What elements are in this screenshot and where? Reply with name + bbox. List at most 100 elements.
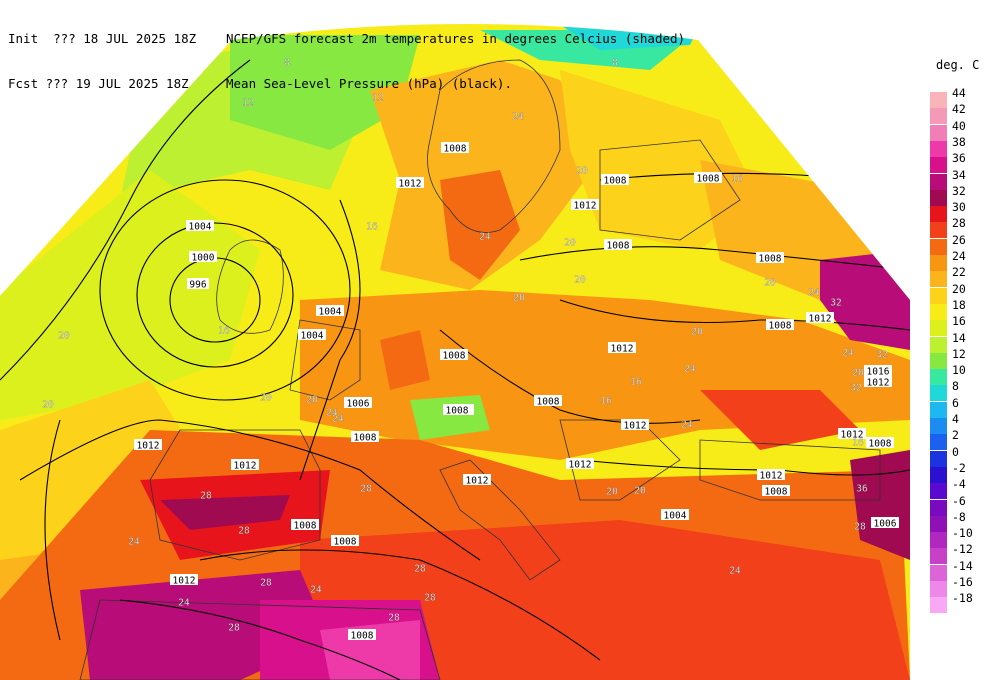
legend-swatch xyxy=(930,108,947,125)
legend-swatch xyxy=(930,287,947,304)
isobar-label: 1008 xyxy=(331,535,359,548)
legend-item: 6 xyxy=(930,396,1000,418)
init-time: Init ??? 18 JUL 2025 18Z xyxy=(8,31,197,46)
isobar-label: 1000 xyxy=(189,251,217,264)
legend-item: 28 xyxy=(930,216,1000,239)
isobar-label: 1012 xyxy=(170,574,198,587)
svg-text:20: 20 xyxy=(42,400,54,411)
svg-text:1006: 1006 xyxy=(347,399,370,410)
legend-swatch xyxy=(930,92,947,108)
temperature-label: 24 xyxy=(808,287,820,299)
svg-text:1004: 1004 xyxy=(301,331,324,342)
isobar-label: 1008 xyxy=(766,319,794,332)
legend-swatch xyxy=(930,418,947,434)
legend-label: 20 xyxy=(952,281,966,296)
temperature-label: 28 xyxy=(360,483,372,494)
isobar-label: 1008 xyxy=(534,395,562,408)
svg-text:24: 24 xyxy=(479,232,491,243)
legend-swatch xyxy=(930,238,947,255)
legend-label: -4 xyxy=(952,477,966,492)
svg-text:20: 20 xyxy=(576,166,588,177)
isobar-label: 1004 xyxy=(661,509,689,522)
isobar-label: 1012 xyxy=(571,199,599,212)
svg-text:1012: 1012 xyxy=(234,461,257,472)
svg-text:20: 20 xyxy=(306,395,318,406)
svg-text:20: 20 xyxy=(58,331,70,342)
legend-item: -8 xyxy=(930,510,1000,532)
temperature-label: 24 xyxy=(326,407,338,418)
temperature-label: 24 xyxy=(681,419,693,430)
isobar-label: 1004 xyxy=(186,220,214,233)
temperature-label: 32 xyxy=(830,297,842,309)
legend-swatch xyxy=(930,352,947,369)
temperature-label: 20 xyxy=(606,486,618,497)
legend-label: 32 xyxy=(952,183,966,198)
isobar-label: 1012 xyxy=(463,474,491,487)
svg-text:32: 32 xyxy=(830,298,841,309)
svg-text:1012: 1012 xyxy=(867,378,890,389)
svg-text:1008: 1008 xyxy=(697,174,720,185)
temperature-label: 28 xyxy=(228,622,240,634)
svg-text:28: 28 xyxy=(200,491,212,502)
legend-label: 18 xyxy=(952,297,966,312)
temperature-label: 24 xyxy=(842,347,854,358)
legend-item: 24 xyxy=(930,249,1000,271)
forecast-time: Fcst ??? 19 JUL 2025 18Z xyxy=(8,76,189,91)
svg-text:20: 20 xyxy=(260,393,272,404)
temperature-label: 16 xyxy=(852,437,864,448)
legend-swatch xyxy=(930,401,947,418)
svg-text:24: 24 xyxy=(729,566,741,577)
legend-item: -16 xyxy=(930,575,1000,597)
isobar-label: 1008 xyxy=(440,349,468,362)
legend-label: 30 xyxy=(952,200,966,215)
legend-item: 26 xyxy=(930,233,1000,255)
temperature-label: 24 xyxy=(729,565,741,577)
legend-label: 38 xyxy=(952,134,966,149)
legend-swatch xyxy=(930,222,947,239)
svg-text:24: 24 xyxy=(310,585,322,596)
legend-item: 22 xyxy=(930,265,1000,288)
legend-swatch xyxy=(930,564,947,581)
temperature-label: 20 xyxy=(576,165,588,177)
svg-text:28: 28 xyxy=(228,623,240,634)
isobar-label: 1012 xyxy=(757,469,785,482)
legend-item: 10 xyxy=(930,363,1000,386)
isobar-label: 1004 xyxy=(316,305,344,318)
temperature-label: 12 xyxy=(372,92,384,103)
legend-item: 4 xyxy=(930,412,1000,434)
legend-item: 12 xyxy=(930,347,1000,369)
temperature-label: 32 xyxy=(850,382,862,393)
temperature-label: 20 xyxy=(764,277,776,288)
legend-item: 34 xyxy=(930,168,1000,190)
temperature-label: 16 xyxy=(630,376,642,387)
legend-item: -4 xyxy=(930,477,1000,500)
legend-label: 2 xyxy=(952,428,959,443)
isobar-label: 1006 xyxy=(344,397,372,410)
legend-swatch xyxy=(930,450,947,467)
svg-text:1008: 1008 xyxy=(765,487,788,498)
temperature-label: 36 xyxy=(856,483,868,494)
temperature-label: 16 xyxy=(218,325,230,336)
isobar-label: 1008 xyxy=(694,172,722,185)
legend-label: 26 xyxy=(952,232,966,247)
svg-text:24: 24 xyxy=(808,288,820,299)
legend-label: 16 xyxy=(952,314,966,329)
legend-swatch xyxy=(930,597,947,614)
temperature-label: 28 xyxy=(388,612,400,623)
legend-swatch xyxy=(930,320,947,337)
svg-text:1008: 1008 xyxy=(759,254,782,265)
svg-text:1012: 1012 xyxy=(624,421,647,432)
temperature-label: 20 xyxy=(260,392,272,404)
svg-text:28: 28 xyxy=(238,526,250,537)
legend-item: 36 xyxy=(930,151,1000,174)
svg-text:28: 28 xyxy=(414,564,426,575)
temperature-label: 24 xyxy=(684,363,696,374)
svg-text:16: 16 xyxy=(366,222,378,233)
svg-text:32: 32 xyxy=(876,350,887,361)
isobar-label: 1012 xyxy=(396,177,424,190)
map-subtitle: Mean Sea-Level Pressure (hPa) (black). xyxy=(226,76,512,91)
isobar-label: 1008 xyxy=(348,629,376,642)
legend-label: 36 xyxy=(952,151,966,166)
